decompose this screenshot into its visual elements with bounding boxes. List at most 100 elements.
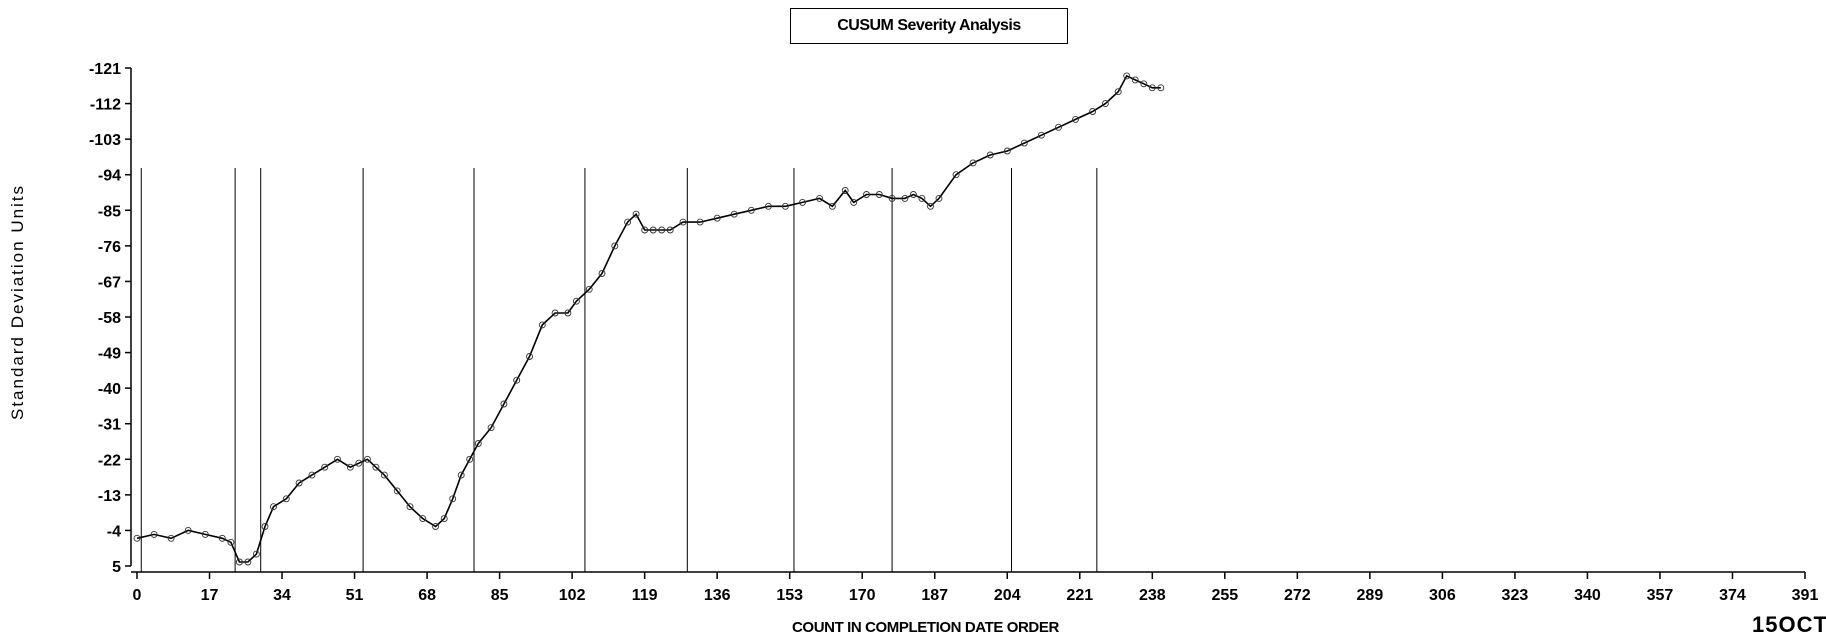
data-point xyxy=(888,194,896,202)
x-tick-label: 136 xyxy=(704,587,731,604)
y-tick-label: -13 xyxy=(98,488,121,505)
y-tick-label: -40 xyxy=(98,381,121,398)
data-point xyxy=(432,523,440,530)
data-point xyxy=(1140,80,1148,88)
data-point xyxy=(632,210,640,218)
data-point xyxy=(487,424,495,432)
x-tick-label: 238 xyxy=(1139,587,1166,604)
data-point xyxy=(218,534,226,542)
data-point xyxy=(658,226,666,234)
data-point xyxy=(363,455,371,463)
data-point xyxy=(355,459,363,467)
x-tick-label: 374 xyxy=(1719,587,1746,604)
data-point xyxy=(585,285,593,293)
data-point xyxy=(863,191,870,198)
y-tick-label: -103 xyxy=(89,132,121,149)
x-axis-label: COUNT IN COMPLETION DATE ORDER xyxy=(792,619,1059,636)
data-point xyxy=(474,440,482,447)
x-tick-label: 272 xyxy=(1284,587,1311,604)
cusum-line xyxy=(136,74,1161,563)
x-tick-label: 119 xyxy=(632,587,658,604)
data-point xyxy=(841,187,849,194)
data-point xyxy=(730,210,738,218)
data-point xyxy=(564,309,572,317)
y-tick-label: -85 xyxy=(98,203,121,220)
data-point xyxy=(764,202,772,210)
data-point xyxy=(935,194,943,202)
data-point xyxy=(1114,88,1122,96)
y-tick-label: -121 xyxy=(89,61,121,78)
x-tick-label: 340 xyxy=(1574,587,1601,604)
data-point xyxy=(901,194,909,202)
data-point xyxy=(850,198,858,206)
data-point xyxy=(598,270,606,277)
y-tick-label: -58 xyxy=(98,310,121,327)
data-point xyxy=(1020,139,1028,147)
data-point xyxy=(449,495,457,503)
data-point xyxy=(167,534,175,542)
y-tick-label: -67 xyxy=(98,274,121,291)
y-tick-label: -31 xyxy=(98,417,121,434)
data-point xyxy=(513,376,521,384)
data-point xyxy=(406,503,414,511)
y-tick-label: -22 xyxy=(98,452,121,469)
y-tick-label: -4 xyxy=(107,523,121,540)
data-point xyxy=(713,214,721,222)
data-point xyxy=(133,534,141,542)
data-point xyxy=(184,526,192,534)
data-point xyxy=(295,479,303,487)
data-point xyxy=(227,538,235,546)
x-tick-label: 17 xyxy=(201,587,219,604)
data-point xyxy=(1037,131,1045,139)
data-point xyxy=(334,455,341,463)
data-point xyxy=(1089,108,1097,115)
data-point xyxy=(666,226,674,234)
data-point xyxy=(252,550,260,558)
data-point xyxy=(909,191,917,198)
data-point xyxy=(828,202,836,210)
x-tick-label: 68 xyxy=(418,587,436,604)
x-tick-label: 187 xyxy=(921,587,948,604)
data-point xyxy=(649,226,657,234)
data-point xyxy=(875,191,883,198)
plot-area: -121-112-103-94-85-76-67-58-49-40-31-22-… xyxy=(89,61,1818,604)
data-point xyxy=(1123,72,1131,80)
x-tick-label: 153 xyxy=(776,587,803,604)
x-tick-label: 391 xyxy=(1792,587,1819,604)
y-tick-label: -49 xyxy=(98,346,121,363)
data-point xyxy=(696,218,704,226)
y-tick-label: -76 xyxy=(98,239,121,256)
data-point xyxy=(244,558,252,566)
data-point xyxy=(1055,123,1062,131)
data-point xyxy=(969,159,977,167)
data-point xyxy=(393,487,401,495)
data-point xyxy=(261,523,269,530)
data-point xyxy=(679,218,687,226)
chart-title: CUSUM Severity Analysis xyxy=(790,8,1068,44)
data-point xyxy=(781,202,789,210)
data-point xyxy=(986,151,994,159)
run-timestamp: 15OCT20:11:1 xyxy=(1752,612,1826,637)
x-tick-label: 323 xyxy=(1502,587,1529,604)
data-point xyxy=(799,198,806,206)
data-point xyxy=(624,218,632,226)
y-tick-label: 5 xyxy=(112,559,121,576)
data-point xyxy=(466,455,474,463)
data-point xyxy=(270,503,277,511)
data-point xyxy=(816,194,824,202)
data-point xyxy=(321,463,329,471)
data-point xyxy=(1003,147,1011,155)
data-point xyxy=(538,321,546,329)
x-tick-label: 51 xyxy=(346,587,364,604)
x-tick-label: 34 xyxy=(273,587,291,604)
data-point xyxy=(1131,76,1139,84)
x-tick-label: 289 xyxy=(1357,587,1384,604)
data-point xyxy=(526,353,533,360)
data-point xyxy=(500,400,508,408)
x-tick-label: 85 xyxy=(491,587,509,604)
data-point xyxy=(282,495,290,503)
data-point xyxy=(918,194,926,202)
data-point xyxy=(457,471,465,479)
y-tick-label: -112 xyxy=(90,97,121,114)
